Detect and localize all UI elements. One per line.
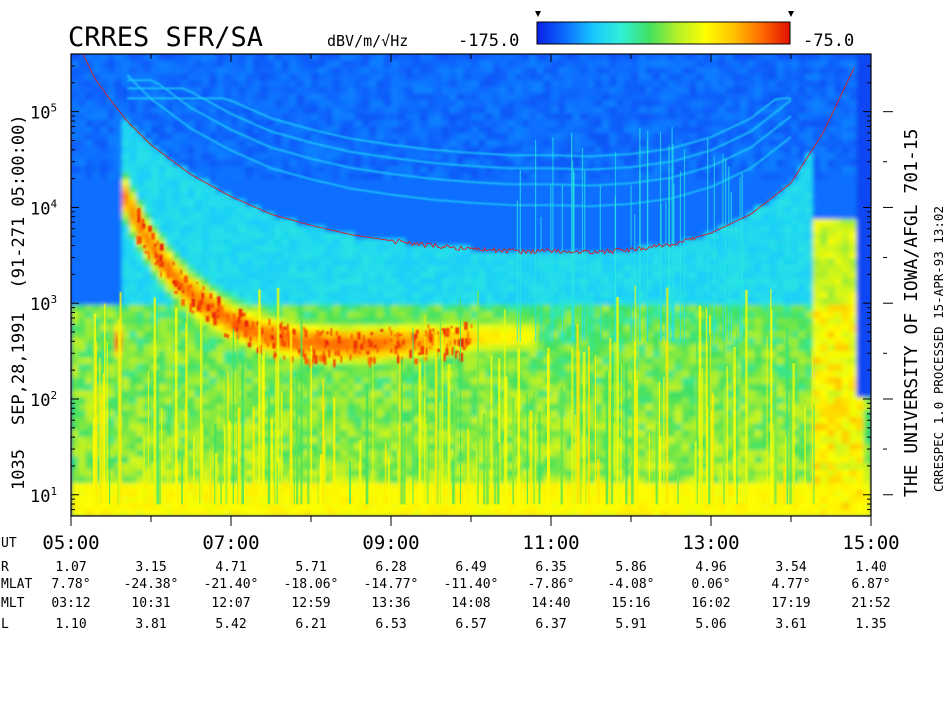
- y-tick-label: 104: [30, 197, 57, 219]
- ephem-mlat-value: 4.77°: [771, 577, 810, 592]
- x-tick-label: 15:00: [842, 532, 899, 554]
- ephem-l-value: 3.61: [775, 617, 806, 632]
- ephem-mlat-value: 6.87°: [851, 577, 890, 592]
- x-tick-label: 09:00: [362, 532, 419, 554]
- ephem-r-value: 4.96: [695, 560, 726, 575]
- ephem-mlat-value: -21.40°: [204, 577, 259, 592]
- x-tick-label: 05:00: [42, 532, 99, 554]
- x-tick-label: 13:00: [682, 532, 739, 554]
- ephem-l-value: 5.06: [695, 617, 726, 632]
- x-axis: 05:00 07:00 09:00 11:00 13:00 15:00: [42, 54, 900, 554]
- cyclotron-frequency-trace: [82, 54, 855, 255]
- x-tick-label: 07:00: [202, 532, 259, 554]
- ephem-l-value: 6.57: [455, 617, 486, 632]
- ephemeris-table: UT R MLAT MLT L 1.07 3.15 4.71 5.71 6.28 6.49…: [1, 536, 891, 632]
- colorbar-min-label: -175.0: [458, 31, 519, 51]
- ephem-mlt-value: 21:52: [851, 596, 890, 611]
- ephem-label-mlt: MLT: [1, 596, 25, 611]
- ephem-r-value: 6.49: [455, 560, 486, 575]
- colorbar-unit: dBV/m/√Hz: [327, 32, 408, 50]
- ephem-mlt-value: 14:08: [451, 596, 490, 611]
- ephem-l-value: 3.81: [135, 617, 166, 632]
- spectrogram-plot-area: [71, 54, 871, 516]
- y-label-orbit: 1035: [9, 449, 29, 490]
- ephem-mlt-value: 10:31: [131, 596, 170, 611]
- ephem-r-value: 6.28: [375, 560, 406, 575]
- x-tick-label: 11:00: [522, 532, 579, 554]
- ephem-label-ut: UT: [1, 536, 17, 551]
- processing-label: CRRESPEC 1.0 PROCESSED 15-APR-93 13:02: [931, 206, 945, 492]
- right-axis: [883, 111, 893, 496]
- ephem-l-value: 6.37: [535, 617, 566, 632]
- ephem-label-r: R: [1, 560, 9, 575]
- ephem-l-value: 5.42: [215, 617, 246, 632]
- y-label-date: SEP,28,1991: [9, 312, 29, 425]
- ephem-l-value: 1.35: [855, 617, 886, 632]
- ephem-l-value: 1.10: [55, 617, 86, 632]
- ephem-mlt-value: 03:12: [51, 596, 90, 611]
- chart-title: CRRES SFR/SA: [68, 22, 263, 53]
- colorbar-right-marker: [788, 11, 794, 17]
- colorbar-max-label: -75.0: [803, 31, 854, 51]
- y-tick-label: 105: [30, 102, 57, 124]
- y-tick-label: 103: [30, 293, 57, 315]
- ephem-r-value: 3.54: [775, 560, 806, 575]
- ephem-mlat-value: -18.06°: [284, 577, 339, 592]
- ephem-mlt-value: 13:36: [371, 596, 410, 611]
- ephem-mlat-value: -14.77°: [364, 577, 419, 592]
- ephem-label-l: L: [1, 617, 9, 632]
- y-axis: 101 102 103 104 105: [30, 53, 871, 517]
- ephem-mlat-value: 0.06°: [691, 577, 730, 592]
- ephem-mlt-value: 14:40: [531, 596, 570, 611]
- credit-label: THE UNIVERSITY OF IOWA/AFGL 701-15: [901, 129, 922, 497]
- y-tick-label: 101: [30, 485, 57, 507]
- ephem-r-value: 1.07: [55, 560, 86, 575]
- ephem-l-value: 6.53: [375, 617, 406, 632]
- ephem-r-value: 3.15: [135, 560, 166, 575]
- ephem-mlat-value: -4.08°: [608, 577, 655, 592]
- ephem-mlt-value: 12:07: [211, 596, 250, 611]
- ephem-r-value: 4.71: [215, 560, 246, 575]
- colorbar: [536, 21, 791, 45]
- ephem-mlat-value: -11.40°: [444, 577, 499, 592]
- ephem-mlat-value: -7.86°: [528, 577, 575, 592]
- colorbar-left-marker: [535, 11, 541, 17]
- y-tick-label: 102: [30, 389, 57, 411]
- ephem-r-value: 6.35: [535, 560, 566, 575]
- ephem-mlat-value: 7.78°: [51, 577, 90, 592]
- y-axis-label: 1035 SEP,28,1991 (91-271 05:00:00): [9, 114, 29, 490]
- ephem-mlt-value: 12:59: [291, 596, 330, 611]
- ephem-mlat-value: -24.38°: [124, 577, 179, 592]
- ephem-l-value: 6.21: [295, 617, 326, 632]
- ephem-mlt-value: 17:19: [771, 596, 810, 611]
- ephem-label-mlat: MLAT: [1, 577, 32, 592]
- y-label-time: (91-271 05:00:00): [9, 114, 29, 288]
- ephem-l-value: 5.91: [615, 617, 646, 632]
- ephem-r-value: 5.86: [615, 560, 646, 575]
- ephem-r-value: 1.40: [855, 560, 886, 575]
- ephem-mlt-value: 15:16: [611, 596, 650, 611]
- ephem-mlt-value: 16:02: [691, 596, 730, 611]
- ephem-r-value: 5.71: [295, 560, 326, 575]
